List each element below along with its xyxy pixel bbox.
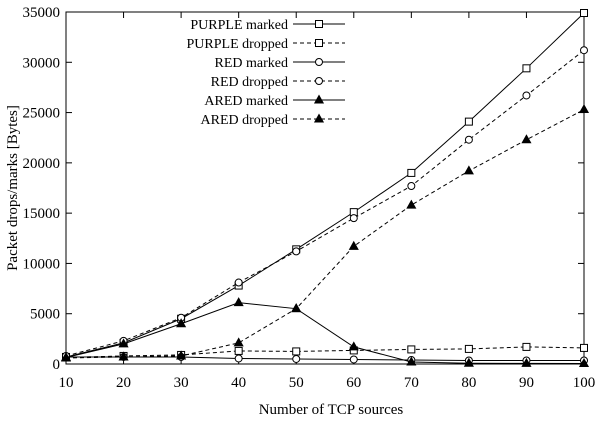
data-point — [463, 165, 474, 175]
legend: PURPLE marked PURPLE dropped RED marked RED… — [187, 18, 345, 128]
axis-ticks: 10 20 30 40 50 60 70 80 90 100 0 5000 10000 15000 2000… — [23, 5, 596, 391]
x-axis-label: Number of TCP sources — [259, 402, 404, 418]
data-point — [234, 354, 243, 363]
data-point — [349, 214, 358, 223]
plot-frame — [65, 11, 585, 365]
data-point — [578, 104, 590, 114]
legend-marker — [313, 113, 325, 123]
y-tick-label: 20000 — [23, 156, 61, 172]
series-line — [65, 49, 585, 357]
legend-item: PURPLE marked — [190, 18, 345, 33]
data-point — [233, 337, 244, 347]
data-point — [407, 168, 416, 177]
data-point — [407, 181, 416, 190]
x-tick-label: 50 — [289, 375, 304, 391]
legend-label: RED marked — [215, 56, 288, 71]
series-line — [65, 302, 585, 364]
data-point — [580, 343, 588, 352]
data-point — [234, 346, 243, 355]
data-point — [580, 9, 588, 18]
x-tick-label: 80 — [461, 375, 476, 391]
series-purple-dropped — [62, 342, 588, 362]
x-tick-label: 60 — [346, 375, 361, 391]
series-line — [66, 356, 584, 361]
data-point — [349, 355, 358, 364]
y-axis-label: Packet drops/marks [Bytes] — [5, 105, 21, 271]
series-red-dropped — [62, 46, 588, 360]
y-tick-label: 25000 — [23, 106, 61, 122]
y-tick-label: 15000 — [23, 206, 61, 222]
data-point — [348, 240, 359, 250]
legend-marker — [315, 77, 323, 85]
y-tick-label: 30000 — [23, 55, 61, 71]
x-tick-label: 40 — [231, 375, 246, 391]
y-tick-label: 0 — [53, 357, 61, 373]
series-ared-marked — [60, 297, 590, 367]
legend-marker — [315, 58, 323, 66]
data-point — [522, 64, 531, 73]
legend-label: RED dropped — [211, 75, 288, 90]
x-tick-label: 100 — [573, 375, 596, 391]
data-point — [176, 318, 187, 328]
data-point — [578, 357, 590, 367]
legend-item: RED dropped — [211, 75, 345, 90]
data-point — [292, 354, 301, 363]
x-tick-label: 20 — [116, 375, 131, 391]
data-series — [60, 9, 590, 367]
y-tick-label: 10000 — [23, 256, 61, 272]
legend-label: ARED marked — [204, 94, 288, 109]
plot-area — [65, 11, 585, 365]
data-point — [234, 278, 243, 287]
data-point — [118, 351, 129, 361]
series-ared-dropped — [60, 104, 590, 362]
data-point — [521, 134, 532, 144]
series-line — [65, 346, 585, 358]
data-point — [463, 357, 474, 367]
data-point — [407, 345, 416, 354]
data-point — [521, 357, 532, 367]
x-tick-label: 10 — [59, 375, 74, 391]
data-point — [176, 350, 187, 360]
data-point — [522, 91, 531, 100]
legend-label: PURPLE dropped — [187, 37, 289, 52]
data-point — [291, 303, 302, 313]
legend-marker — [315, 20, 323, 28]
data-point — [292, 247, 301, 256]
data-point — [522, 342, 531, 351]
legend-marker — [313, 94, 325, 104]
data-point — [60, 352, 72, 362]
x-tick-label: 30 — [174, 375, 189, 391]
series-red-marked — [62, 352, 588, 365]
data-point — [292, 347, 301, 356]
data-point — [464, 135, 473, 144]
series-line — [65, 109, 585, 359]
series-line — [65, 12, 585, 358]
legend-item: ARED marked — [204, 94, 345, 109]
data-point — [464, 344, 473, 353]
legend-label: ARED dropped — [201, 113, 289, 128]
data-point — [118, 338, 129, 348]
x-tick-label: 70 — [404, 375, 419, 391]
data-point — [406, 356, 417, 366]
legend-label: PURPLE marked — [190, 18, 288, 33]
y-tick-label: 5000 — [30, 307, 60, 323]
x-tick-label: 90 — [519, 375, 534, 391]
legend-item: PURPLE dropped — [187, 37, 345, 52]
data-point — [580, 46, 588, 55]
y-tick-label: 35000 — [23, 5, 61, 21]
legend-marker — [315, 39, 323, 47]
legend-item: ARED dropped — [201, 113, 345, 128]
data-point — [464, 117, 473, 126]
legend-item: RED marked — [215, 56, 345, 71]
data-point — [233, 297, 244, 307]
data-point — [406, 199, 417, 209]
data-point — [348, 341, 359, 351]
